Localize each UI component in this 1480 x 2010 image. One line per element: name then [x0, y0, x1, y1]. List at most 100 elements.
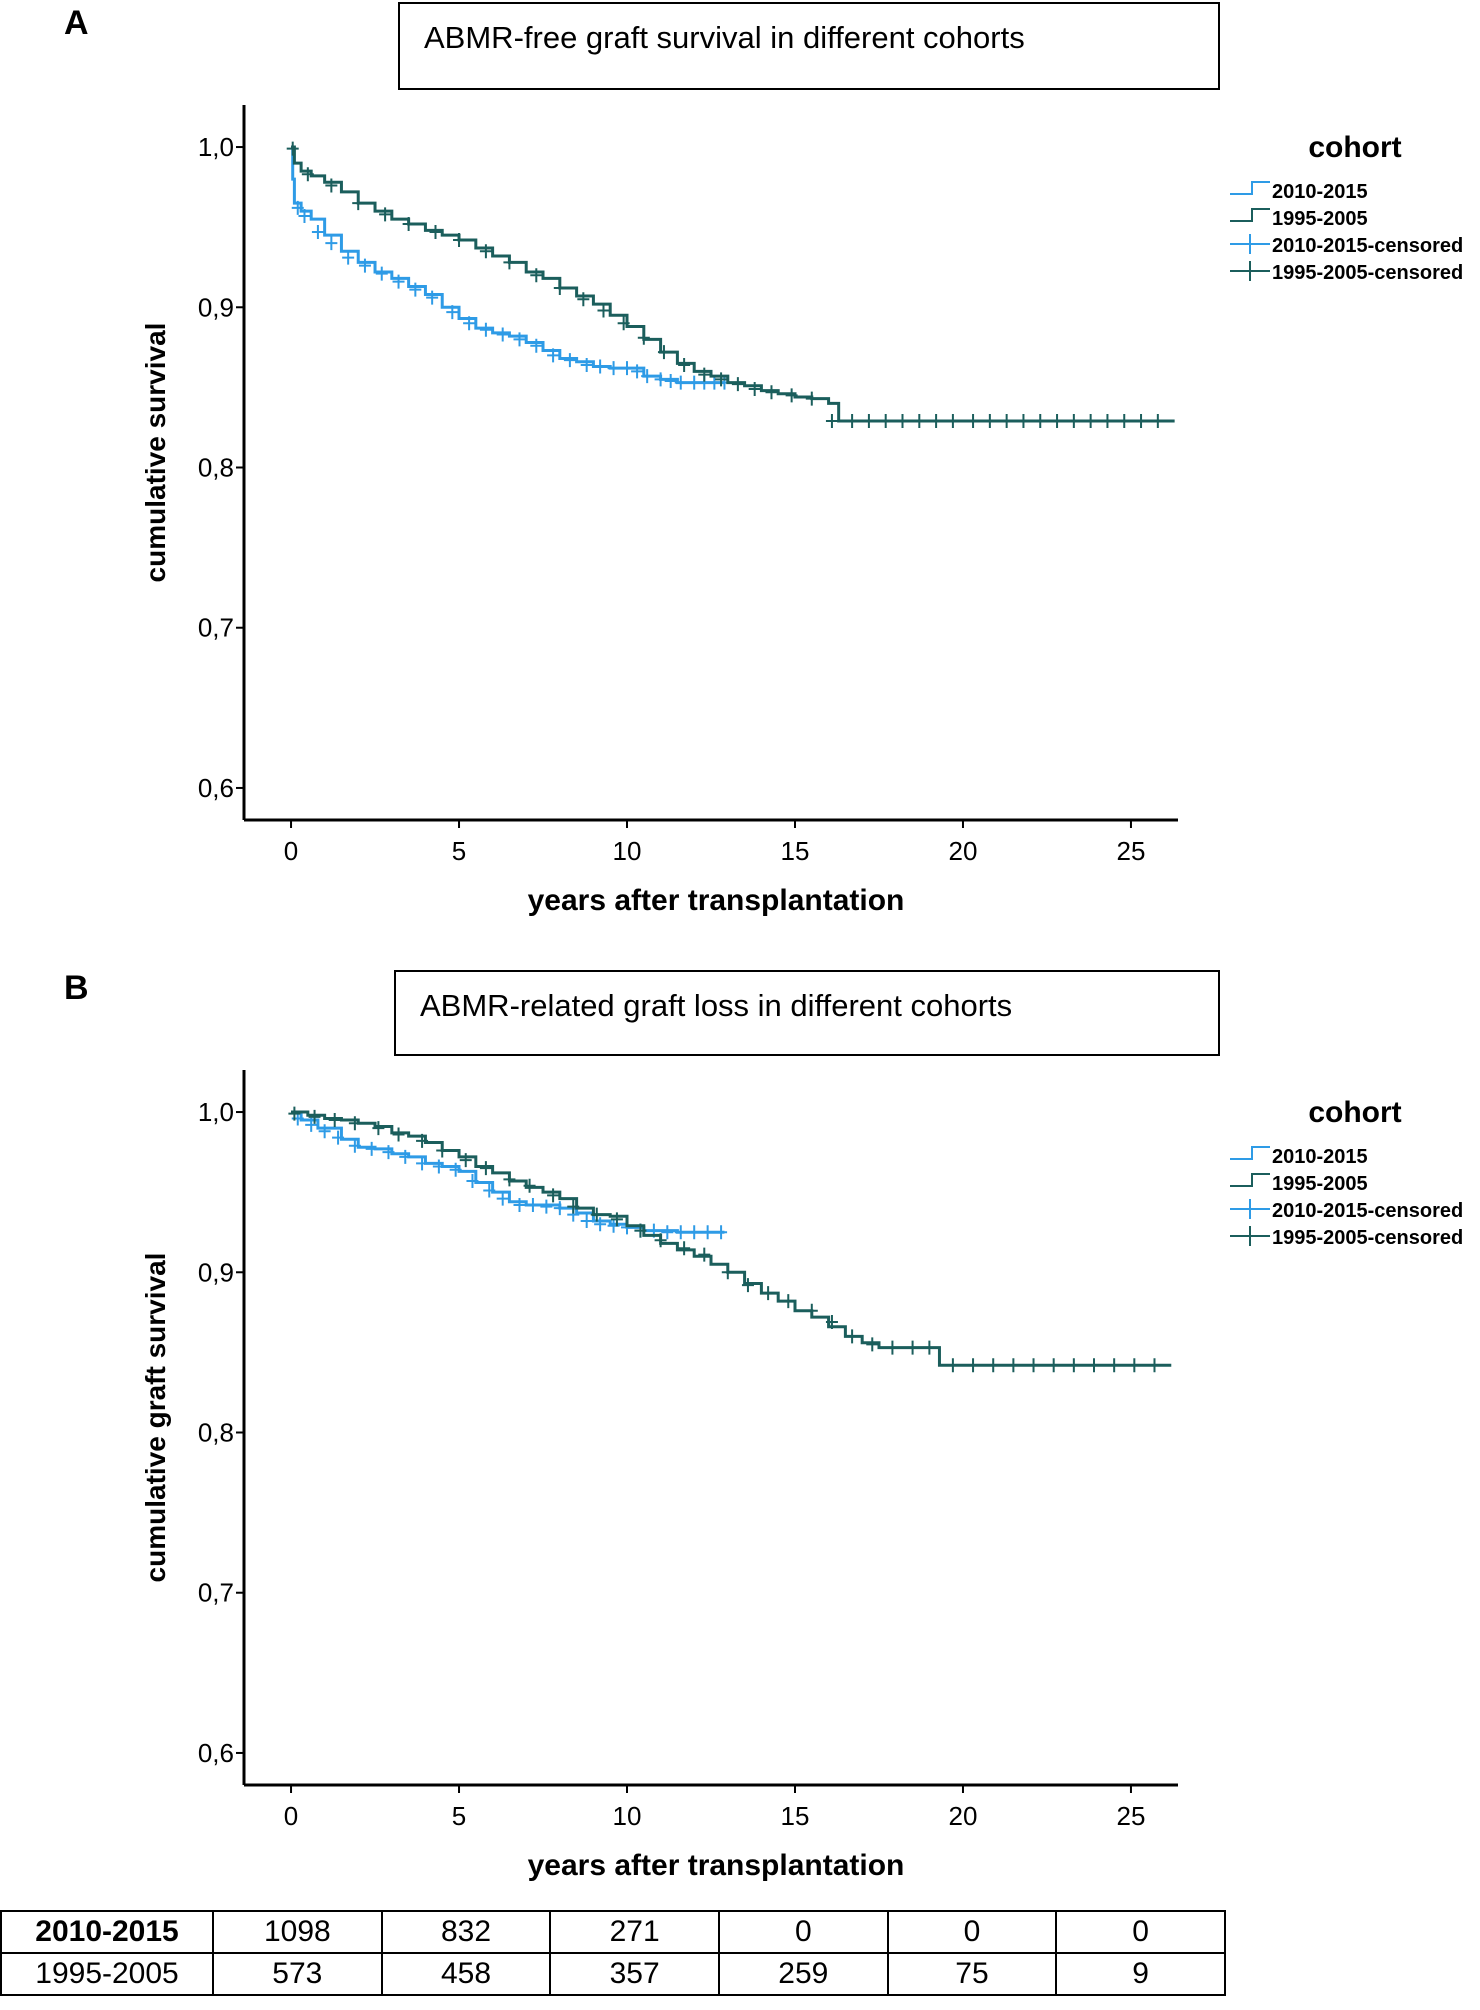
censor-mark-1995-2005 [1108, 1358, 1121, 1373]
censor-mark-1995-2005 [288, 1106, 301, 1121]
censor-mark-2010-2015 [621, 361, 634, 376]
censor-mark-2010-2015 [607, 361, 620, 376]
y-tick-label: 0,7 [198, 1578, 234, 1608]
x-tick-label: 0 [284, 836, 298, 866]
censor-mark-2010-2015 [563, 353, 576, 368]
censor-mark-1995-2005 [1088, 1358, 1101, 1373]
panel-a-title-box: ABMR-free graft survival in different co… [398, 2, 1220, 90]
censor-mark-1995-2005 [503, 1172, 516, 1187]
censor-mark-1995-2005 [1067, 414, 1080, 429]
censor-mark-2010-2015 [594, 359, 607, 374]
censor-mark-1995-2005 [637, 330, 650, 345]
censor-mark-2010-2015 [513, 1197, 526, 1212]
legend-title: cohort [1308, 131, 1401, 164]
censor-mark-1995-2005 [1047, 1358, 1060, 1373]
censor-mark-2010-2015 [426, 290, 439, 305]
censor-mark-2010-2015 [291, 200, 304, 215]
legend-line-icon [1230, 1173, 1270, 1187]
censor-mark-2010-2015 [540, 1199, 553, 1214]
risk-cell: 1098 [212, 1910, 383, 1954]
censor-mark-1995-2005 [805, 391, 818, 406]
risk-row-2010-2015: 2010-2015 1098 832 271 0 0 0 [0, 1910, 1226, 1954]
x-tick-label: 10 [613, 1801, 642, 1831]
y-tick-label: 0,9 [198, 292, 234, 322]
censor-mark-1995-2005 [479, 1161, 492, 1176]
censor-mark-2010-2015 [688, 375, 701, 390]
censor-mark-2010-2015 [688, 1225, 701, 1240]
y-tick-label: 1,0 [198, 1097, 234, 1127]
legend-label: 1995-2005 [1272, 208, 1368, 230]
censor-mark-1995-2005 [748, 381, 761, 396]
censor-mark-1995-2005 [328, 1113, 341, 1128]
censor-mark-1995-2005 [372, 1121, 385, 1136]
censor-mark-1995-2005 [862, 414, 875, 429]
censor-mark-1995-2005 [983, 414, 996, 429]
censor-mark-1995-2005 [553, 281, 566, 296]
censor-mark-2010-2015 [358, 258, 371, 273]
panel-b-title: ABMR-related graft loss in different coh… [420, 988, 1013, 1023]
censor-mark-2010-2015 [399, 1149, 412, 1164]
censor-mark-2010-2015 [446, 305, 459, 320]
legend-censor-icon [1230, 261, 1270, 281]
x-tick-label: 15 [781, 1801, 810, 1831]
censor-mark-1995-2005 [308, 1109, 321, 1124]
censor-mark-1995-2005 [698, 367, 711, 382]
legend-line-icon [1230, 208, 1270, 222]
censor-mark-1995-2005 [879, 414, 892, 429]
censor-mark-1995-2005 [825, 1314, 838, 1329]
legend-label: 2010-2015 [1272, 181, 1368, 203]
censor-mark-1995-2005 [453, 232, 466, 247]
censor-mark-2010-2015 [674, 375, 687, 390]
censor-mark-2010-2015 [513, 332, 526, 347]
censor-mark-1995-2005 [762, 1286, 775, 1301]
legend-line-icon [1230, 181, 1270, 195]
censor-mark-1995-2005 [352, 196, 365, 211]
legend-label: 2010-2015 [1272, 1146, 1368, 1168]
risk-cell: 357 [549, 1952, 720, 1996]
x-tick-label: 10 [613, 836, 642, 866]
censor-mark-1995-2005 [930, 414, 943, 429]
y-axis-title: cumulative survival [140, 323, 171, 583]
censor-mark-2010-2015 [708, 375, 721, 390]
censor-mark-1995-2005 [530, 268, 543, 283]
x-tick-label: 20 [949, 836, 978, 866]
censor-mark-1995-2005 [825, 414, 838, 429]
censor-mark-2010-2015 [594, 1217, 607, 1232]
number-at-risk-table: 2010-2015 1098 832 271 0 0 0 1995-2005 5… [0, 1910, 1226, 1996]
censor-mark-1995-2005 [913, 414, 926, 429]
censor-mark-1995-2005 [523, 1178, 536, 1193]
risk-cell: 0 [717, 1910, 889, 1954]
censor-mark-1995-2005 [1135, 414, 1148, 429]
risk-row-label: 2010-2015 [0, 1910, 214, 1954]
censor-mark-1995-2005 [698, 1247, 711, 1262]
x-tick-label: 25 [1117, 1801, 1146, 1831]
censor-mark-1995-2005 [805, 1303, 818, 1318]
y-tick-label: 0,8 [198, 453, 234, 483]
censor-mark-1995-2005 [741, 1278, 754, 1293]
censor-mark-2010-2015 [466, 1173, 479, 1188]
censor-mark-2010-2015 [342, 250, 355, 265]
panel-a-chart: 0,6 0,7 0,8 0,9 1,0 0 5 10 15 20 25 years after tra… [140, 105, 1463, 917]
censor-mark-2010-2015 [311, 224, 324, 239]
legend-label: 1995-2005-censored [1272, 262, 1463, 284]
censor-mark-1995-2005 [987, 1358, 1000, 1373]
risk-cell: 458 [380, 1952, 552, 1996]
censor-mark-1995-2005 [731, 377, 744, 392]
censor-mark-1995-2005 [1000, 414, 1013, 429]
risk-cell: 0 [1055, 1910, 1226, 1954]
x-tick-label: 5 [452, 1801, 466, 1831]
censor-mark-1995-2005 [785, 388, 798, 403]
censor-mark-1995-2005 [402, 216, 415, 231]
legend-censor-icon [1230, 234, 1270, 254]
censor-mark-1995-2005 [1051, 414, 1064, 429]
censor-mark-2010-2015 [365, 1141, 378, 1156]
censor-mark-1995-2005 [436, 1143, 449, 1158]
censor-mark-1995-2005 [923, 1340, 936, 1355]
censor-mark-2010-2015 [375, 266, 388, 281]
censor-mark-1995-2005 [896, 414, 909, 429]
censor-mark-2010-2015 [348, 1138, 361, 1153]
censor-mark-1995-2005 [846, 1329, 859, 1344]
censor-mark-2010-2015 [715, 1225, 728, 1240]
censor-mark-2010-2015 [674, 1225, 687, 1240]
censor-mark-2010-2015 [580, 1214, 593, 1228]
